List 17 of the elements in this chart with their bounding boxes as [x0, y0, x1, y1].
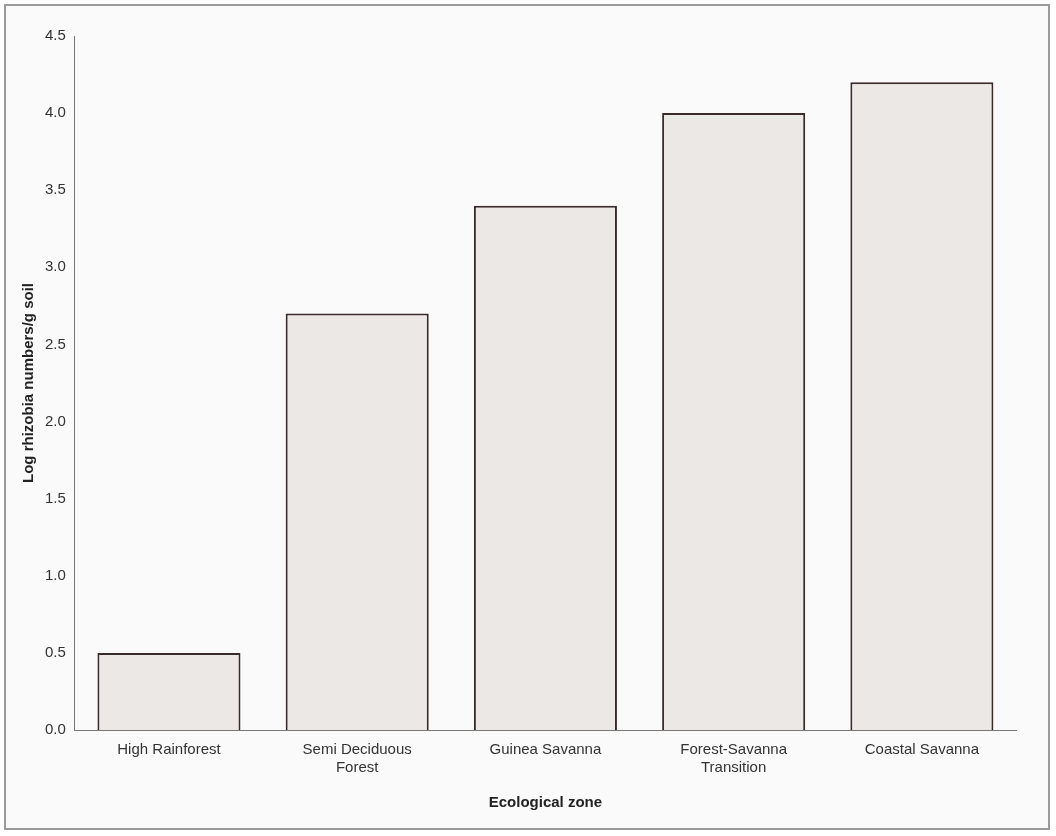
y-tick-label: 3.5 [44, 180, 66, 198]
y-tick-label: 4.5 [44, 26, 66, 44]
y-tick-label: 0.0 [44, 720, 66, 738]
x-tick-label: Forest-Savanna Transition [680, 740, 788, 776]
y-axis-title: Log rhizobia numbers/g soil [19, 282, 37, 484]
y-tick-label: 2.0 [44, 411, 66, 429]
y-tick-label: 0.5 [44, 643, 66, 661]
x-tick-label: Semi Deciduous Forest [302, 740, 412, 776]
y-tick-label: 2.5 [44, 334, 66, 352]
x-tick-label: Guinea Savanna [489, 740, 602, 758]
x-tick-label: Coastal Savanna [864, 740, 980, 758]
y-tick-label: 4.0 [44, 103, 66, 121]
x-tick-label: High Rainforest [117, 740, 222, 758]
x-axis-title: Ecological zone [488, 793, 603, 811]
y-tick-label: 1.0 [44, 565, 66, 583]
y-tick-label: 1.5 [44, 488, 66, 506]
y-tick-label: 3.0 [44, 257, 66, 275]
